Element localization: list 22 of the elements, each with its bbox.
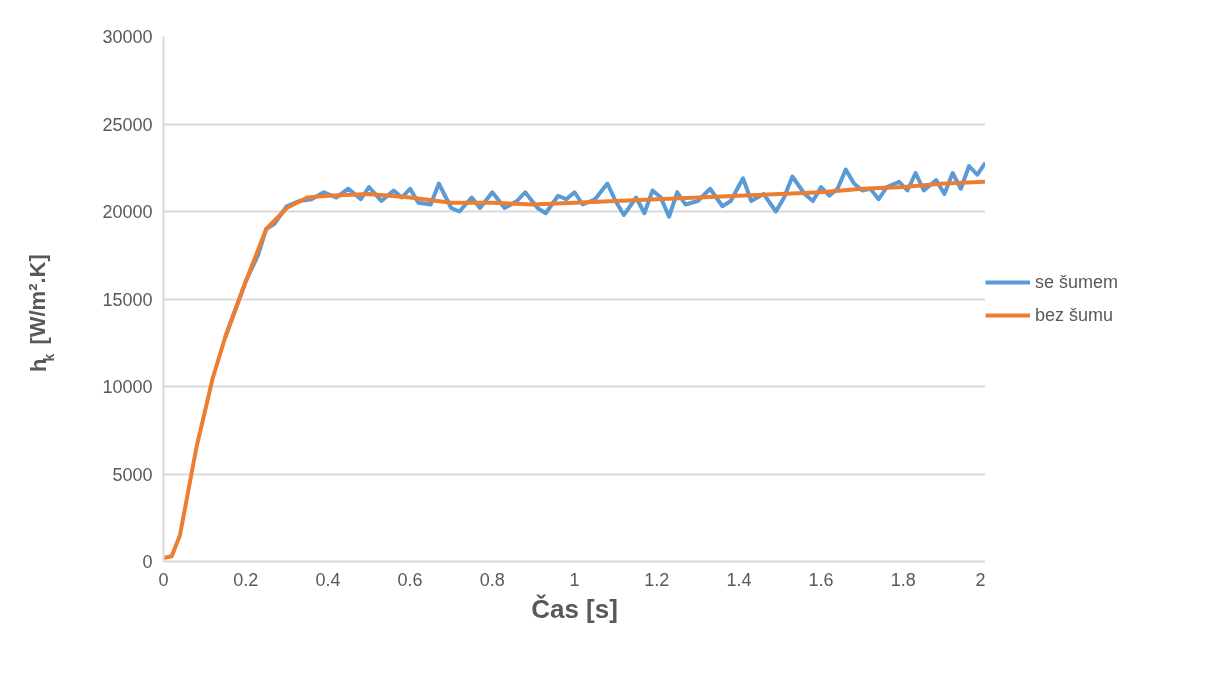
x-tick-label: 1.4 [726,569,752,590]
x-axis-title: Čas [s] [531,593,618,624]
legend-label: bez šumu [1035,304,1114,326]
x-tick-label: 1 [569,569,580,590]
y-tick-label: 30000 [102,27,153,47]
x-tick-label: 0.4 [315,569,341,590]
x-tick-label: 1.6 [808,569,834,590]
y-tick-label: 25000 [102,114,153,135]
x-tick-label: 2 [975,569,986,590]
x-tick-label: 1.8 [890,569,916,590]
x-tick-label: 1.2 [644,569,670,590]
y-tick-label: 10000 [102,377,153,397]
y-tick-label: 0 [142,552,153,572]
x-tick-label: 0.2 [233,569,259,590]
legend-label: se šumem [1035,271,1119,293]
y-tick-label: 5000 [112,464,153,485]
x-tick-label: 0.6 [397,569,423,590]
y-tick-label: 20000 [102,202,153,222]
x-tick-label: 0.8 [479,569,505,590]
y-axis-title: hk [W/m².K] [25,254,57,373]
x-tick-label: 0 [158,569,169,590]
y-tick-label: 15000 [102,289,153,310]
